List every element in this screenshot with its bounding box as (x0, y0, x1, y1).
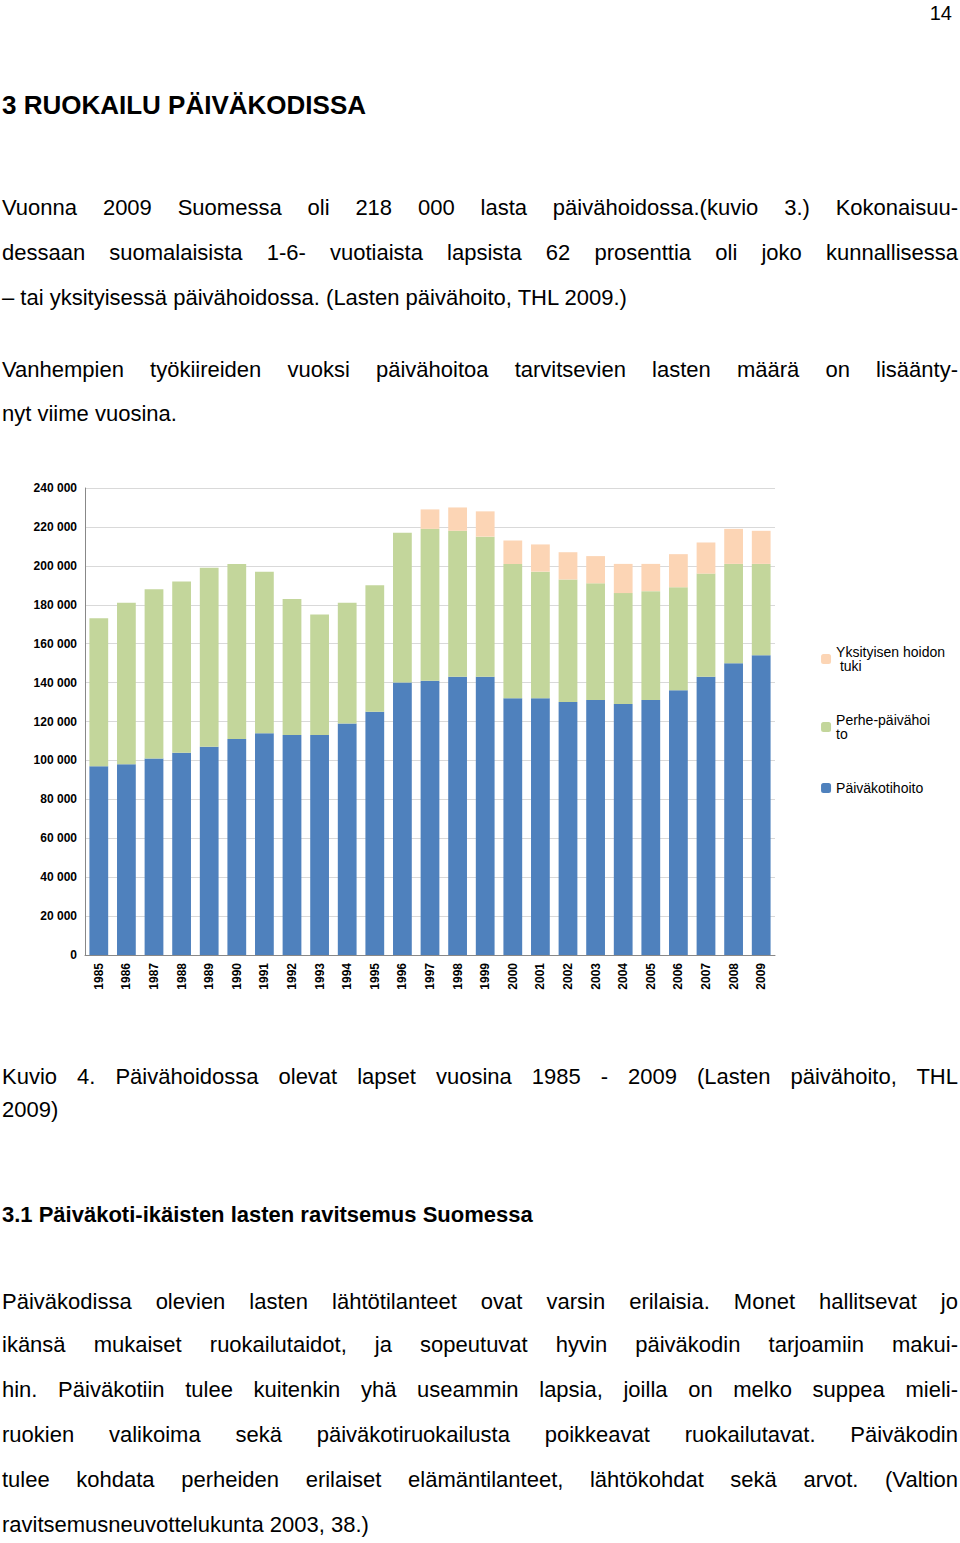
svg-text:2009: 2009 (754, 963, 768, 990)
html-text:Kuvio 4. Päivähoidossa olevat: Kuvio 4. Päivähoidossa olevat lapset vuo… (2, 1064, 958, 1089)
svg-text:1991: 1991 (257, 963, 271, 990)
html-text:3 RUOKAILU PÄIVÄKODISSA: 3 RUOKAILU PÄIVÄKODISSA (2, 90, 366, 120)
svg-text:Perhe-päivähoi: Perhe-päivähoi (836, 712, 930, 728)
svg-text:1992: 1992 (285, 963, 299, 990)
svg-text:1985: 1985 (92, 963, 106, 990)
svg-text:1996: 1996 (395, 963, 409, 990)
svg-text:1990: 1990 (230, 963, 244, 990)
svg-text:1988: 1988 (175, 963, 189, 990)
svg-text:1993: 1993 (313, 963, 327, 990)
svg-text:20 000: 20 000 (40, 909, 77, 923)
svg-text:2002: 2002 (561, 963, 575, 990)
html-text:tulee kohdata perheiden erilai: tulee kohdata perheiden erilaiset elämän… (2, 1467, 958, 1492)
svg-text:2000: 2000 (506, 963, 520, 990)
svg-text:1986: 1986 (119, 963, 133, 990)
html-text:2009): 2009) (2, 1097, 59, 1122)
svg-text:60 000: 60 000 (40, 831, 77, 845)
html-text:nyt viime vuosina.: nyt viime vuosina. (2, 401, 177, 426)
svg-text:80 000: 80 000 (40, 792, 77, 806)
svg-text:120 000: 120 000 (34, 715, 78, 729)
svg-text:200 000: 200 000 (34, 559, 78, 573)
html-text:ravitsemusneuvottelukunta 2003: ravitsemusneuvottelukunta 2003, 38.) (2, 1512, 369, 1537)
html-text:– tai yksityisessä päivähoidos: – tai yksityisessä päivähoidossa. (Laste… (2, 285, 627, 310)
svg-text:180 000: 180 000 (34, 598, 78, 612)
svg-text:100 000: 100 000 (34, 753, 78, 767)
svg-text:1989: 1989 (202, 963, 216, 990)
svg-text:2007: 2007 (699, 963, 713, 990)
html-text:Vuonna 2009 Suomessa oli 218 0: Vuonna 2009 Suomessa oli 218 000 lasta p… (2, 195, 958, 220)
html-text:Päiväkodissa olevien lasten lä: Päiväkodissa olevien lasten lähtötilante… (2, 1289, 958, 1314)
svg-text:240 000: 240 000 (34, 481, 78, 495)
svg-text:1998: 1998 (451, 963, 465, 990)
svg-text:2005: 2005 (644, 963, 658, 990)
svg-text:1999: 1999 (478, 963, 492, 990)
svg-text:1995: 1995 (368, 963, 382, 990)
html-text:ikänsä mukaiset ruokailutaidot: ikänsä mukaiset ruokailutaidot, ja sopeu… (2, 1332, 958, 1357)
html-text:14: 14 (929, 2, 952, 24)
html-text:hin. Päiväkotiin tulee kuitenk: hin. Päiväkotiin tulee kuitenkin yhä use… (2, 1377, 958, 1402)
svg-text:160 000: 160 000 (34, 637, 78, 651)
svg-text:2008: 2008 (727, 963, 741, 990)
html-text:3.1 Päiväkoti-ikäisten lasten: 3.1 Päiväkoti-ikäisten lasten ravitsemus… (2, 1202, 533, 1227)
svg-text:tuki: tuki (836, 658, 862, 674)
html-text:ruokien valikoima sekä päiväko: ruokien valikoima sekä päiväkotiruokailu… (2, 1422, 958, 1447)
html-text:Vanhempien työkiireiden vuoksi: Vanhempien työkiireiden vuoksi päivähoit… (2, 357, 958, 382)
svg-text:2006: 2006 (671, 963, 685, 990)
svg-text:to: to (836, 726, 848, 742)
svg-text:2003: 2003 (589, 963, 603, 990)
svg-text:1997: 1997 (423, 963, 437, 990)
svg-text:1987: 1987 (147, 963, 161, 990)
svg-text:2004: 2004 (616, 963, 630, 990)
svg-text:Päiväkotihoito: Päiväkotihoito (836, 780, 923, 796)
svg-text:2001: 2001 (533, 963, 547, 990)
svg-text:40 000: 40 000 (40, 870, 77, 884)
svg-text:140 000: 140 000 (34, 676, 78, 690)
svg-text:220 000: 220 000 (34, 520, 78, 534)
svg-text:1994: 1994 (340, 963, 354, 990)
svg-text:0: 0 (70, 948, 77, 962)
html-text:dessaan suomalaisista 1-6- vuo: dessaan suomalaisista 1-6- vuotiaista la… (2, 240, 958, 265)
svg-text:Yksityisen hoidon: Yksityisen hoidon (836, 644, 945, 660)
